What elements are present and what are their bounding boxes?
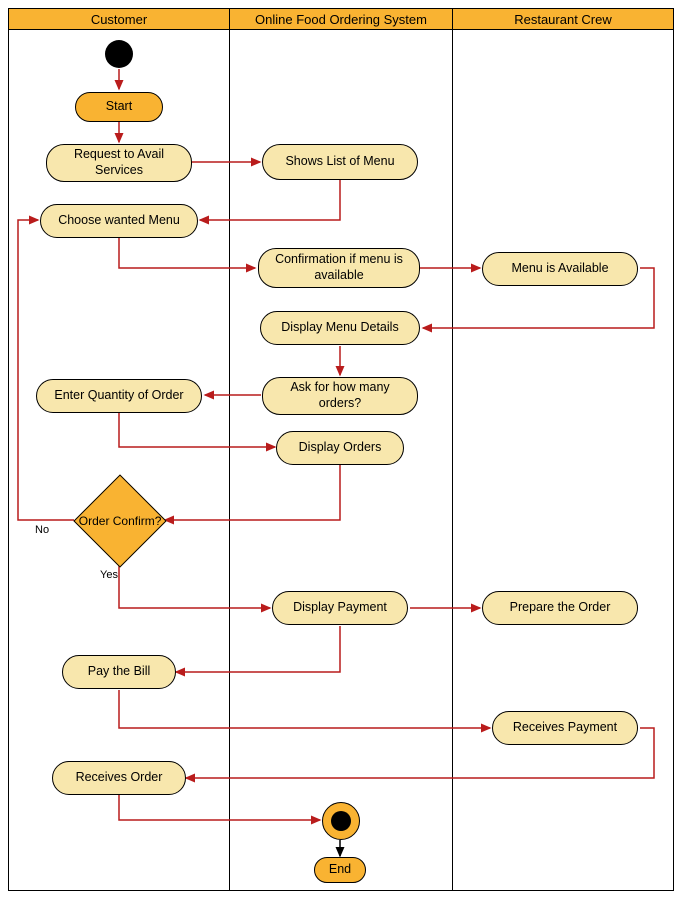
lane-header-customer-label: Customer xyxy=(91,12,147,27)
node-display-orders: Display Orders xyxy=(276,431,404,465)
node-choose-menu: Choose wanted Menu xyxy=(40,204,198,238)
node-start-label: Start xyxy=(106,99,132,115)
node-prepare-order-label: Prepare the Order xyxy=(510,600,611,616)
node-choose-menu-label: Choose wanted Menu xyxy=(58,213,180,229)
node-prepare-order: Prepare the Order xyxy=(482,591,638,625)
edge-label-no: No xyxy=(35,524,49,536)
node-display-details: Display Menu Details xyxy=(260,311,420,345)
node-display-payment-label: Display Payment xyxy=(293,600,387,616)
node-confirm-available-label: Confirmation if menu is available xyxy=(269,252,409,283)
node-receives-order-label: Receives Order xyxy=(76,770,163,786)
node-ask-quantity-label: Ask for how many orders? xyxy=(273,380,407,411)
node-confirm-available: Confirmation if menu is available xyxy=(258,248,420,288)
node-display-payment: Display Payment xyxy=(272,591,408,625)
node-receives-order: Receives Order xyxy=(52,761,186,795)
lane-body-crew xyxy=(452,29,674,891)
initial-node xyxy=(105,40,133,68)
node-pay-bill: Pay the Bill xyxy=(62,655,176,689)
lane-header-customer: Customer xyxy=(8,8,230,30)
node-shows-menu: Shows List of Menu xyxy=(262,144,418,180)
node-display-details-label: Display Menu Details xyxy=(281,320,398,336)
node-ask-quantity: Ask for how many orders? xyxy=(262,377,418,415)
node-receives-payment: Receives Payment xyxy=(492,711,638,745)
node-end-label: End xyxy=(329,862,351,878)
lane-header-system-label: Online Food Ordering System xyxy=(255,12,427,27)
lane-header-crew: Restaurant Crew xyxy=(452,8,674,30)
node-menu-available: Menu is Available xyxy=(482,252,638,286)
lane-header-crew-label: Restaurant Crew xyxy=(514,12,612,27)
node-menu-available-label: Menu is Available xyxy=(511,261,608,277)
lane-header-system: Online Food Ordering System xyxy=(229,8,453,30)
node-shows-menu-label: Shows List of Menu xyxy=(285,154,394,170)
node-display-orders-label: Display Orders xyxy=(299,440,382,456)
node-end: End xyxy=(314,857,366,883)
node-request-services: Request to Avail Services xyxy=(46,144,192,182)
final-node xyxy=(322,802,360,840)
decision-order-confirm-label: Order Confirm? xyxy=(79,514,162,528)
node-start: Start xyxy=(75,92,163,122)
node-receives-payment-label: Receives Payment xyxy=(513,720,617,736)
node-request-services-label: Request to Avail Services xyxy=(57,147,181,178)
node-pay-bill-label: Pay the Bill xyxy=(88,664,151,680)
node-enter-quantity-label: Enter Quantity of Order xyxy=(54,388,183,404)
edge-label-yes: Yes xyxy=(100,569,118,581)
activity-diagram: Customer Online Food Ordering System Res… xyxy=(0,0,686,900)
node-enter-quantity: Enter Quantity of Order xyxy=(36,379,202,413)
